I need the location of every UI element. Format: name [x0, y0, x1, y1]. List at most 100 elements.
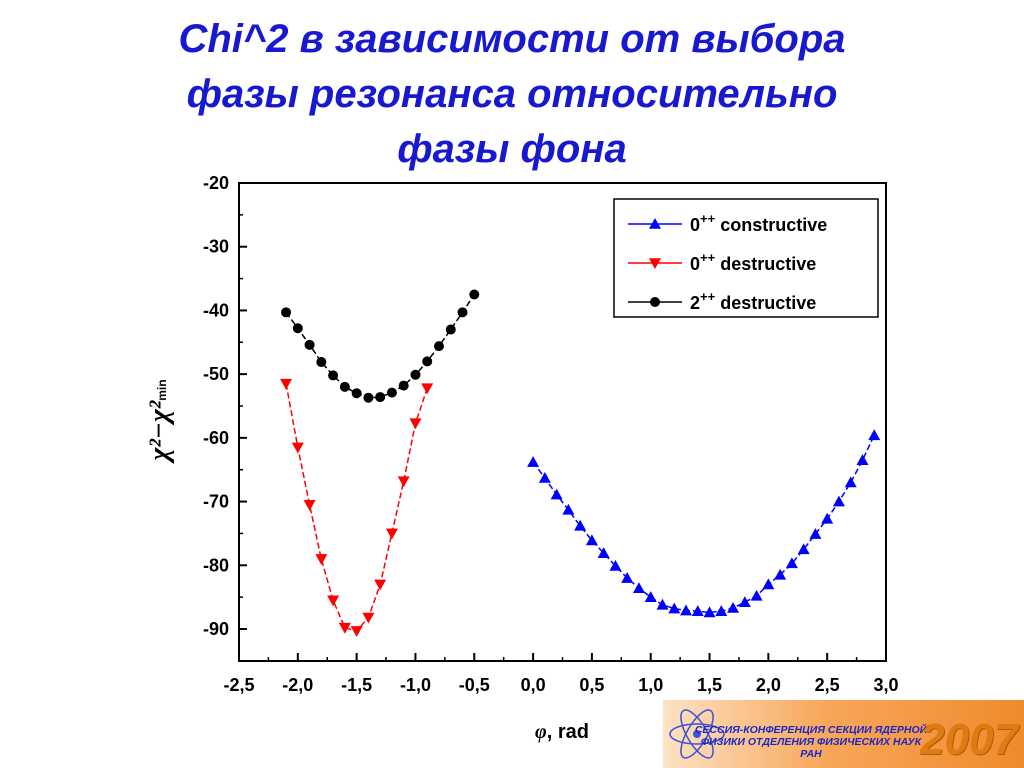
series-1: [280, 378, 434, 637]
data-point: [445, 324, 456, 335]
data-point: [668, 602, 681, 614]
x-tick-label: 3,0: [873, 675, 898, 695]
series-line: [285, 294, 475, 399]
data-point: [398, 380, 409, 391]
data-point: [527, 456, 540, 467]
x-tick-label: -1,0: [400, 675, 431, 695]
data-point: [397, 476, 410, 488]
data-point: [328, 370, 339, 381]
series-2: [281, 289, 480, 403]
data-point: [738, 596, 751, 608]
title-line-1: Chi^2 в зависимости от выбора: [178, 17, 846, 61]
conference-line-3: РАН: [800, 748, 822, 760]
data-point: [774, 568, 787, 580]
data-point: [585, 534, 598, 546]
data-point: [280, 378, 293, 390]
y-tick-label: -20: [203, 173, 229, 193]
data-point: [715, 605, 728, 616]
data-point: [363, 392, 374, 403]
data-point: [410, 369, 421, 380]
axis-ticks: -2,5 -2,0 -1,5 -1,0 -0,5 0,0 0,5 1,0 1,5 2,0 2,5 3,…: [203, 173, 899, 695]
data-point: [856, 454, 869, 465]
data-point: [597, 547, 610, 558]
data-point: [327, 595, 340, 607]
x-tick-label: -2,0: [282, 675, 313, 695]
data-point: [374, 579, 387, 591]
data-point: [315, 554, 328, 565]
legend-label: 0++ destructive: [690, 250, 816, 274]
data-point: [750, 589, 763, 601]
data-point: [821, 512, 834, 524]
series-line: [285, 383, 428, 632]
data-point: [727, 601, 740, 613]
data-point: [703, 606, 716, 618]
title-line-3: фазы фона: [397, 127, 627, 171]
data-point: [433, 341, 444, 352]
data-point: [609, 559, 622, 571]
legend-items: 0++ constructive 0++ destructive 2++ destr…: [628, 211, 827, 313]
y-tick-label: -50: [203, 364, 229, 384]
data-point: [375, 392, 386, 403]
x-tick-label: 1,0: [638, 675, 663, 695]
legend-box: [613, 198, 879, 318]
y-tick-label: -40: [203, 300, 229, 320]
conference-name: СЕССИЯ-КОНФЕРЕНЦИЯ СЕКЦИИ ЯДЕРНОЙ ФИЗИКИ…: [691, 724, 931, 760]
y-tick-label: -30: [203, 237, 229, 257]
data-point: [644, 591, 657, 602]
data-point: [386, 387, 397, 398]
conference-logo: СЕССИЯ-КОНФЕРЕНЦИЯ СЕКЦИИ ЯДЕРНОЙ ФИЗИКИ…: [663, 700, 1024, 768]
data-point: [351, 388, 362, 399]
data-point: [316, 357, 327, 368]
x-axis-label: φ, rad: [535, 721, 589, 743]
x-tick-label: -2,5: [223, 675, 254, 695]
data-point: [574, 519, 587, 531]
data-point: [562, 503, 575, 515]
data-point: [421, 383, 434, 395]
data-point: [538, 471, 551, 483]
data-point: [385, 528, 398, 540]
data-point: [291, 442, 304, 454]
data-point: [339, 381, 350, 392]
data-point: [785, 557, 798, 569]
y-tick-label: -90: [203, 619, 229, 639]
data-point: [350, 626, 363, 637]
conference-line-2: ФИЗИКИ ОТДЕЛЕНИЯ ФИЗИЧЕСКИХ НАУК: [700, 736, 922, 748]
y-axis-label: χ²−χ²min: [144, 379, 175, 464]
data-point: [868, 429, 881, 441]
data-point: [844, 476, 857, 488]
data-series: [280, 289, 881, 637]
x-tick-label: -0,5: [459, 675, 490, 695]
data-point: [362, 612, 375, 624]
legend-label: 2++ destructive: [690, 289, 816, 313]
data-point: [680, 604, 693, 616]
data-point: [469, 289, 480, 300]
series-0: [527, 429, 881, 618]
data-point: [632, 582, 645, 594]
data-point: [762, 578, 775, 590]
data-point: [422, 356, 433, 367]
legend-label: 0++ constructive: [690, 211, 827, 235]
atom-icon: [669, 709, 725, 759]
conference-logo-band: [663, 700, 1024, 768]
data-point: [621, 572, 634, 583]
data-point: [809, 528, 822, 539]
y-tick-label: -80: [203, 555, 229, 575]
x-tick-label: 1,5: [697, 675, 722, 695]
y-tick-label: -60: [203, 428, 229, 448]
legend-marker: [650, 297, 660, 307]
data-point: [797, 543, 810, 555]
data-point: [338, 622, 351, 634]
data-point: [281, 307, 292, 318]
x-tick-label: 2,0: [756, 675, 781, 695]
conference-line-1: СЕССИЯ-КОНФЕРЕНЦИЯ СЕКЦИИ ЯДЕРНОЙ: [694, 724, 928, 736]
x-tick-label: 0,5: [579, 675, 604, 695]
data-point: [304, 339, 315, 350]
slide-title: Chi^2 в зависимости от выбора фазы резон…: [0, 12, 1024, 177]
data-point: [409, 418, 422, 430]
series-line: [532, 434, 875, 614]
y-axis-label-group: χ²−χ²min: [144, 379, 175, 464]
data-point: [303, 499, 316, 511]
x-tick-label: 0,0: [521, 675, 546, 695]
legend-marker: [649, 218, 661, 229]
legend-marker: [649, 258, 661, 269]
